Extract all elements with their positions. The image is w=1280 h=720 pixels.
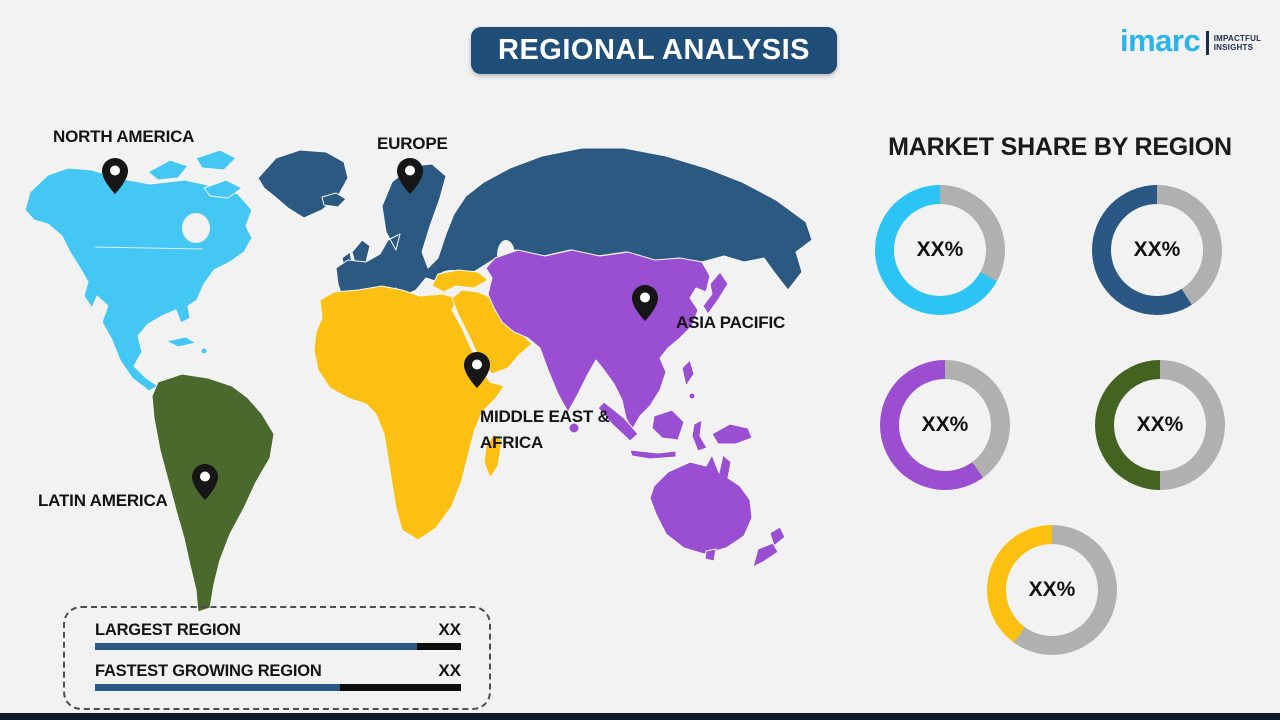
map-label-latin-america: LATIN AMERICA (38, 491, 168, 510)
logo-tagline: IMPACTFUL INSIGHTS (1213, 33, 1262, 53)
donut-chart-latin-america: XX% (1095, 360, 1225, 490)
hudson-bay (182, 213, 210, 243)
imarc-logo: imarc IMPACTFUL INSIGHTS (1120, 23, 1262, 58)
logo-brand-text: imarc (1120, 23, 1201, 58)
legend-row-largest-region: LARGEST REGION XX (95, 620, 461, 650)
donut-chart-middle-east-africa: XX% (987, 525, 1117, 655)
donut-value-label: XX% (1028, 578, 1076, 601)
bottom-accent-strip (0, 713, 1280, 720)
donut-chart-asia-pacific: XX% (880, 360, 1010, 490)
donut-value-label: XX% (1133, 238, 1181, 261)
legend-value: XX (438, 661, 461, 680)
pin-north-america-icon (102, 158, 128, 194)
pin-latin-america-icon (192, 464, 218, 500)
legend-value: XX (438, 620, 461, 639)
legend-bar-fill (95, 684, 341, 691)
legend-bar-track (95, 643, 461, 650)
page-title-banner: REGIONAL ANALYSIS (471, 27, 837, 74)
pin-asia-pacific-icon (632, 285, 658, 321)
legend-label: LARGEST REGION (95, 621, 241, 639)
region-latin-america (151, 373, 275, 613)
donut-chart-north-america: XX% (875, 185, 1005, 315)
page-title: REGIONAL ANALYSIS (498, 34, 810, 66)
donut-value-label: XX% (921, 413, 969, 436)
donut-chart-europe: XX% (1092, 185, 1222, 315)
legend-box: LARGEST REGION XX FASTEST GROWING REGION… (63, 606, 491, 710)
map-label-europe: EUROPE (377, 134, 448, 153)
map-label-middle-east-africa: MIDDLE EAST & AFRICA (480, 407, 610, 452)
logo-divider (1206, 31, 1209, 55)
legend-bar-fill (95, 643, 418, 650)
pin-europe-icon (397, 158, 423, 194)
donut-value-label: XX% (1136, 413, 1184, 436)
legend-label: FASTEST GROWING REGION (95, 662, 322, 680)
donut-value-label: XX% (916, 238, 964, 261)
legend-bar-track (95, 684, 461, 691)
us-canada-border (94, 246, 204, 250)
pin-middle-east-africa-icon (464, 352, 490, 388)
map-label-north-america: NORTH AMERICA (53, 127, 195, 146)
region-north-america (24, 149, 253, 392)
region-middle-east-africa (313, 269, 533, 541)
map-label-asia-pacific: ASIA PACIFIC (676, 313, 786, 332)
market-share-heading: MARKET SHARE BY REGION (888, 133, 1232, 161)
legend-row-fastest-growing-region: FASTEST GROWING REGION XX (95, 661, 461, 691)
region-asia-pacific (485, 249, 786, 568)
